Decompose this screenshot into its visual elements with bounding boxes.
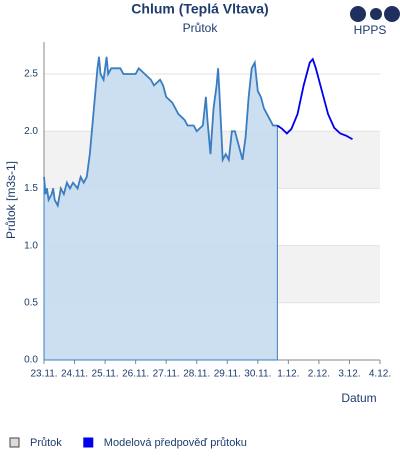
- logo-text: HPPS: [354, 23, 387, 37]
- x-tick-label: 2.12.: [308, 369, 330, 380]
- legend-swatch: [83, 437, 94, 448]
- x-tick-label: 29.11.: [214, 369, 241, 380]
- x-tick-label: 3.12.: [338, 369, 360, 380]
- y-tick-label: 1.0: [24, 240, 38, 251]
- x-tick-label: 24.11.: [61, 369, 88, 380]
- logo-shape: [384, 6, 400, 22]
- x-axis-label: Datum: [341, 391, 376, 405]
- chart-subtitle: Průtok: [183, 21, 219, 35]
- x-tick-label: 27.11.: [153, 369, 180, 380]
- y-tick-label: 0.0: [24, 355, 38, 366]
- x-tick-label: 26.11.: [122, 369, 149, 380]
- y-tick-label: 0.5: [24, 297, 38, 308]
- legend-label: Průtok: [30, 437, 62, 449]
- y-tick-label: 2.0: [24, 126, 38, 137]
- line: [276, 57, 353, 141]
- chart-title: Chlum (Teplá Vltava): [131, 1, 268, 17]
- x-tick-label: 4.12.: [369, 369, 391, 380]
- logo-shape: [370, 8, 382, 20]
- logo: HPPS: [350, 6, 400, 37]
- x-tick-label: 25.11.: [92, 369, 119, 380]
- x-tick-label: 23.11.: [30, 369, 57, 380]
- x-tick-label: 28.11.: [183, 369, 210, 380]
- y-tick-label: 2.5: [24, 69, 38, 80]
- area: [43, 56, 278, 361]
- y-tick-label: 1.5: [24, 183, 38, 194]
- y-axis-label: Průtok [m3s-1]: [4, 161, 18, 239]
- legend-swatch: [9, 437, 20, 448]
- line: [43, 56, 278, 209]
- x-tick-label: 1.12.: [277, 369, 299, 380]
- logo-shape: [350, 6, 366, 22]
- x-tick-label: 30.11.: [244, 369, 271, 380]
- legend-label: Modelová předpověď průtoku: [104, 437, 247, 449]
